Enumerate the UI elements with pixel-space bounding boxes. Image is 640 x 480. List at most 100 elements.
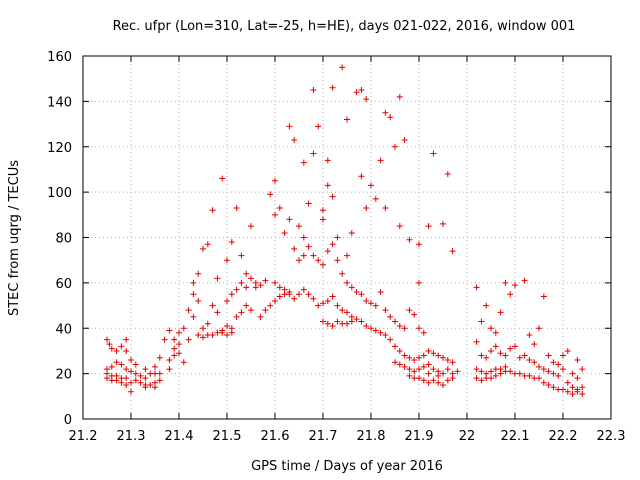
data-point: [315, 302, 322, 309]
data-point: [555, 361, 562, 368]
data-point: [339, 307, 346, 314]
data-point: [118, 379, 125, 386]
data-point: [564, 347, 571, 354]
data-point: [128, 388, 134, 395]
data-point: [305, 200, 312, 207]
data-point: [435, 372, 442, 379]
data-point: [195, 332, 202, 339]
x-tick-label: 21.5: [213, 429, 242, 444]
x-tick-label: 22.2: [549, 429, 578, 444]
data-point: [540, 379, 547, 386]
data-point: [440, 220, 446, 227]
data-point: [564, 388, 571, 395]
data-point: [315, 257, 322, 264]
data-point: [531, 341, 538, 348]
data-point: [291, 136, 298, 143]
data-point: [564, 379, 571, 386]
data-point: [334, 257, 341, 264]
data-point: [545, 381, 552, 388]
data-point: [171, 352, 178, 359]
data-point: [392, 343, 398, 350]
data-point: [363, 96, 370, 103]
data-point: [132, 370, 139, 377]
data-point: [219, 329, 226, 336]
data-point: [425, 370, 432, 377]
data-point: [137, 379, 144, 386]
data-point: [123, 375, 130, 382]
data-point: [243, 270, 250, 277]
data-point: [569, 391, 576, 398]
data-point: [353, 288, 360, 295]
data-point: [142, 375, 149, 382]
data-point: [358, 318, 365, 325]
x-tick-label: 22: [459, 429, 476, 444]
data-point: [224, 332, 230, 339]
data-point: [420, 352, 427, 359]
data-point: [550, 384, 557, 391]
data-point: [392, 359, 398, 366]
data-point: [276, 205, 283, 212]
data-point: [214, 275, 221, 282]
data-point: [363, 205, 370, 212]
data-point: [416, 241, 422, 248]
data-point: [180, 325, 187, 332]
data-point: [550, 359, 557, 366]
data-point: [483, 354, 490, 361]
data-point: [502, 363, 509, 370]
x-tick-label: 22.1: [501, 429, 530, 444]
data-point: [363, 322, 370, 329]
data-point: [492, 343, 499, 350]
data-point: [377, 288, 384, 295]
data-point: [401, 325, 408, 332]
data-point: [396, 223, 403, 230]
data-point: [166, 327, 173, 334]
data-point: [272, 211, 278, 218]
data-point: [411, 368, 418, 375]
data-point: [200, 245, 206, 252]
data-point: [147, 381, 154, 388]
data-point: [108, 345, 115, 352]
data-point: [536, 375, 542, 382]
data-point: [444, 366, 451, 373]
data-point: [156, 354, 163, 361]
x-tick-label: 21.8: [357, 429, 386, 444]
data-point: [545, 368, 552, 375]
data-point: [272, 279, 278, 286]
data-point: [392, 143, 398, 150]
data-point: [142, 384, 149, 391]
data-point: [296, 291, 302, 298]
data-point: [238, 309, 245, 316]
data-point: [252, 284, 259, 291]
data-point: [214, 309, 221, 316]
data-point: [228, 239, 235, 246]
data-point: [176, 341, 182, 348]
data-point: [176, 329, 182, 336]
data-point: [348, 318, 355, 325]
data-point: [382, 332, 389, 339]
data-point: [406, 354, 413, 361]
data-point: [171, 345, 178, 352]
data-point: [190, 313, 197, 320]
data-point: [416, 375, 422, 382]
data-point: [238, 279, 245, 286]
data-point: [257, 282, 264, 289]
data-point: [108, 363, 115, 370]
data-point: [334, 302, 341, 309]
data-point: [296, 223, 302, 230]
x-tick-label: 21.3: [117, 429, 146, 444]
data-point: [449, 248, 456, 255]
axis-ticks: 21.2 21.3 21.4 21.5 21.6 21.7 21.8 21.9 22 22.1 22…: [47, 50, 625, 444]
data-point: [536, 325, 542, 332]
data-point: [406, 366, 413, 373]
data-point: [497, 370, 504, 377]
data-point: [473, 338, 480, 345]
data-point: [478, 318, 485, 325]
data-point: [444, 357, 451, 364]
data-point: [310, 295, 317, 302]
data-point: [526, 372, 533, 379]
y-axis-label: STEC from uqrg / TECUs: [7, 160, 22, 316]
data-point: [104, 336, 110, 343]
x-tick-label: 21.6: [261, 429, 290, 444]
data-point: [320, 261, 326, 268]
data-point: [118, 361, 125, 368]
